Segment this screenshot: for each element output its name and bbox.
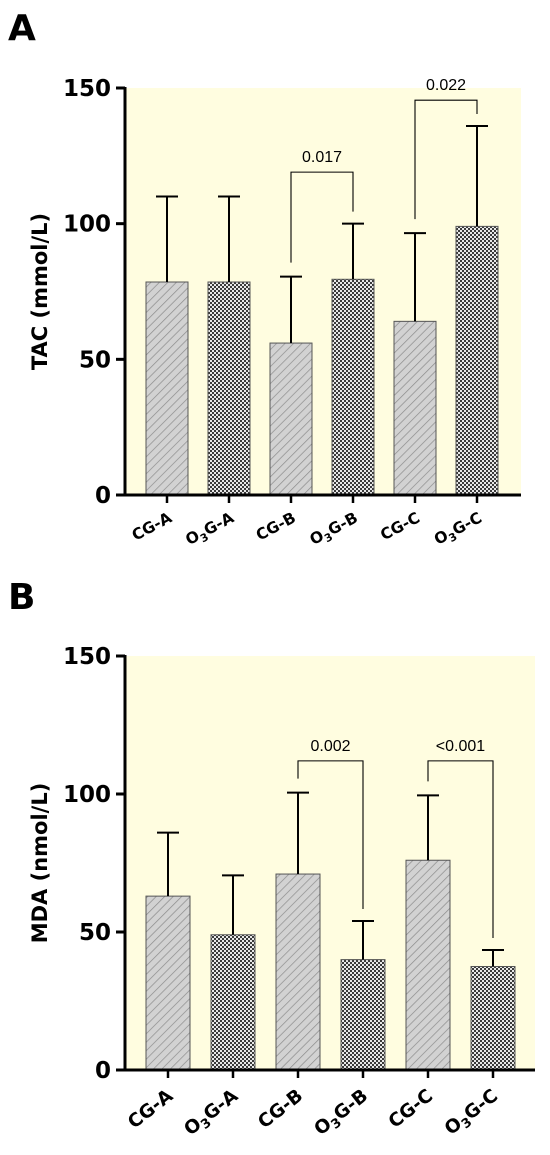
category-label-4: O3G-B xyxy=(311,1085,374,1142)
bar-1 xyxy=(145,895,191,1071)
y-tick-label: 50 xyxy=(79,920,111,946)
category-label-6: O3G-C xyxy=(441,1085,504,1142)
category-label-1: CG-A xyxy=(124,1085,177,1133)
y-axis-title: TAC (mmol/L) xyxy=(28,213,52,370)
error-bar-6 xyxy=(482,948,504,967)
category-label-3: CG-B xyxy=(253,509,299,545)
y-axis-title: MDA (nmol/L) xyxy=(28,783,52,944)
plot-area xyxy=(125,656,535,1070)
bar-6 xyxy=(470,966,516,1071)
panel-label-b: B xyxy=(8,577,35,618)
category-label-6: O3G-C xyxy=(431,509,486,552)
significance-bracket-1: 0.017 xyxy=(290,149,354,263)
error-bar-6 xyxy=(466,124,488,227)
chart-tac: 0.017 0.022 0 50 100 150 CG-A O3G-A CG-B O3G-B CG-… xyxy=(28,76,521,552)
significance-bracket-1: 0.002 xyxy=(297,738,364,909)
error-bar-3 xyxy=(287,791,309,875)
y-tick-label: 0 xyxy=(95,483,111,509)
bar-6 xyxy=(455,225,499,496)
category-label-3: CG-B xyxy=(254,1085,307,1133)
y-tick-label: 100 xyxy=(63,212,111,238)
p-value-label-2: <0.001 xyxy=(436,738,485,755)
y-tick-label: 50 xyxy=(79,347,111,373)
y-tick-label: 0 xyxy=(95,1058,111,1084)
bar-2 xyxy=(210,934,256,1071)
error-bar-2 xyxy=(218,195,240,283)
error-bar-2 xyxy=(222,874,244,935)
p-value-label-1: 0.002 xyxy=(310,738,350,755)
error-bar-5 xyxy=(404,232,426,322)
error-bar-1 xyxy=(157,831,179,897)
bar-5 xyxy=(405,859,451,1071)
error-bar-1 xyxy=(156,195,178,283)
plot-area xyxy=(125,88,521,495)
chart-mda: 0.002 <0.001 0 50 100 150 CG-A O3G-A CG-B O3G-B CG… xyxy=(28,644,535,1142)
bar-4 xyxy=(331,278,375,496)
error-bar-5 xyxy=(417,794,439,861)
error-bar-4 xyxy=(352,919,374,960)
significance-bracket-2: 0.022 xyxy=(414,77,478,220)
p-value-label-2: 0.022 xyxy=(426,77,466,94)
category-label-5: CG-C xyxy=(385,1085,437,1132)
bar-5 xyxy=(393,320,437,496)
category-label-1: CG-A xyxy=(129,509,175,545)
y-tick-label: 150 xyxy=(63,76,111,102)
category-label-5: CG-C xyxy=(377,509,422,545)
bar-3 xyxy=(275,873,321,1071)
bar-2 xyxy=(207,281,251,496)
p-value-label-1: 0.017 xyxy=(302,149,342,166)
bar-1 xyxy=(145,281,189,496)
panel-label-a: A xyxy=(8,8,36,49)
category-label-4: O3G-B xyxy=(307,509,363,552)
category-label-2: O3G-A xyxy=(183,509,239,552)
category-label-2: O3G-A xyxy=(180,1085,244,1142)
error-bar-3 xyxy=(280,275,302,344)
significance-bracket-2: <0.001 xyxy=(427,738,494,938)
bar-4 xyxy=(340,959,386,1071)
y-tick-label: 150 xyxy=(63,644,111,670)
error-bar-4 xyxy=(342,222,364,280)
y-tick-label: 100 xyxy=(63,782,111,808)
bar-3 xyxy=(269,342,313,496)
